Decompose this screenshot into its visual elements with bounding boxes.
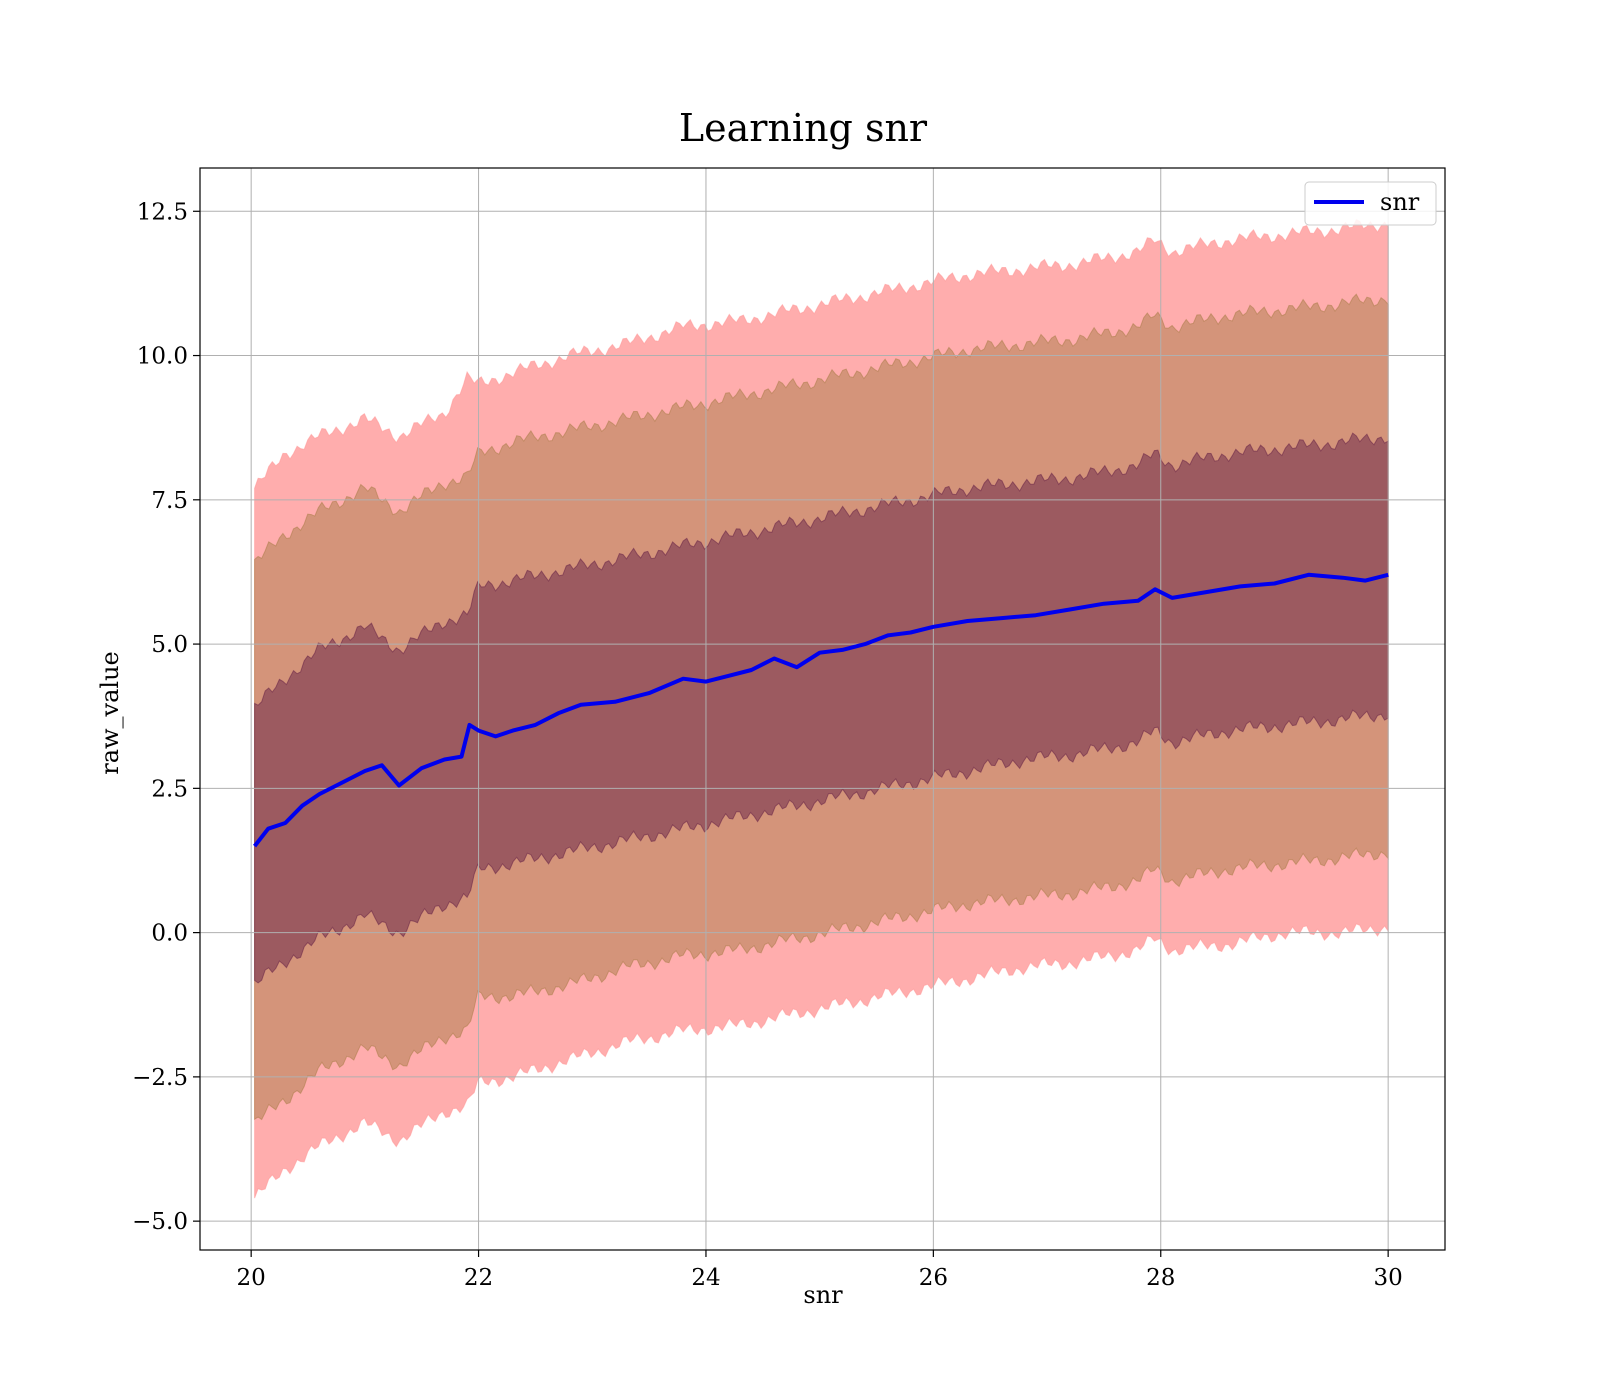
x-tick-label: 28 — [1146, 1265, 1175, 1291]
x-tick-label: 22 — [464, 1265, 493, 1291]
series-line-snr — [253, 572, 1389, 848]
grid-layer — [200, 168, 1445, 1250]
y-tick-label: 7.5 — [151, 488, 188, 514]
series-layer — [253, 572, 1389, 848]
x-tick-label: 24 — [691, 1265, 720, 1291]
legend-box — [1304, 181, 1437, 226]
legend: snr — [1304, 181, 1437, 226]
y-tick-label: 0.0 — [151, 921, 188, 947]
y-axis-label: raw_value — [96, 651, 124, 775]
y-tick-label: 10.0 — [137, 344, 188, 370]
x-axis: 20 22 24 26 28 30 — [237, 1250, 1403, 1291]
y-tick-label: −2.5 — [132, 1065, 188, 1091]
plot-area — [199, 167, 1446, 1251]
x-tick-label: 26 — [919, 1265, 948, 1291]
bands-layer — [254, 219, 1389, 1199]
y-tick-label: −5.0 — [132, 1209, 188, 1235]
y-axis: −5.0 −2.5 0.0 2.5 5.0 7.5 10.0 12.5 — [132, 199, 200, 1235]
y-tick-label: 5.0 — [151, 632, 188, 658]
plot-frame — [199, 167, 1446, 1251]
chart-title: Learning snr — [679, 106, 928, 150]
x-axis-label: snr — [803, 1281, 843, 1309]
y-tick-label: 2.5 — [151, 776, 188, 802]
legend-label-snr: snr — [1380, 188, 1420, 216]
x-tick-label: 30 — [1374, 1265, 1403, 1291]
x-tick-label: 20 — [237, 1265, 266, 1291]
y-tick-label: 12.5 — [137, 199, 188, 225]
